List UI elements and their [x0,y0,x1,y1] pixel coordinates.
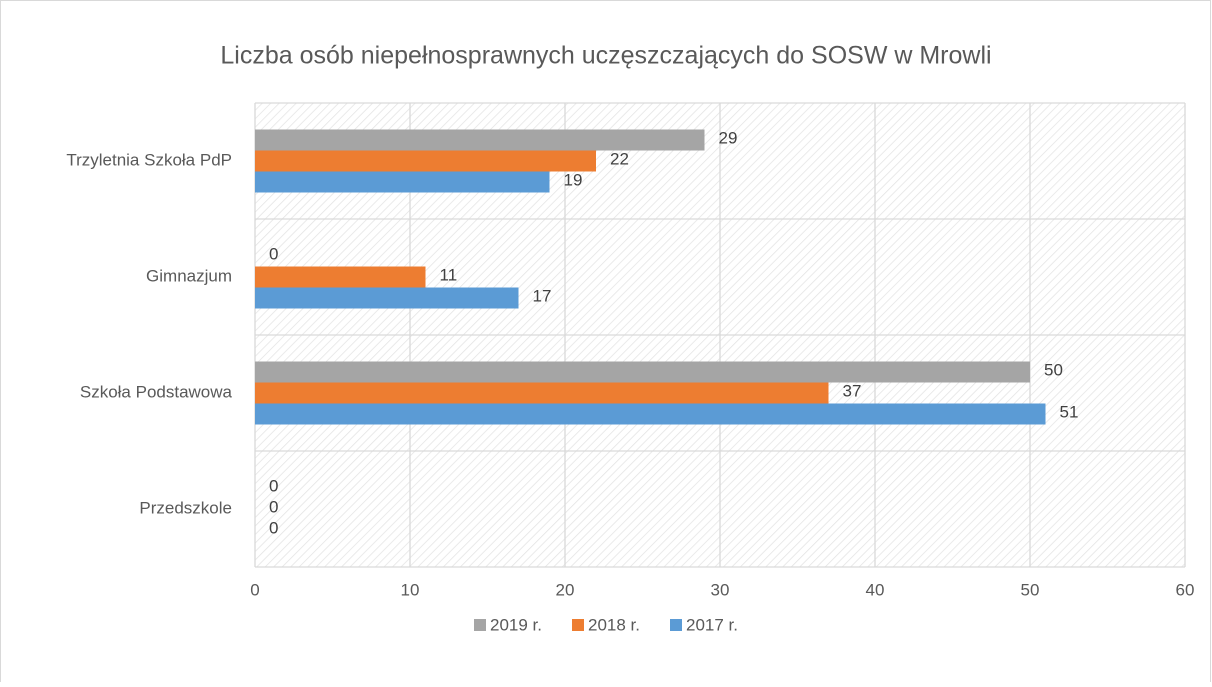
bar [255,129,705,151]
data-label: 11 [440,265,458,284]
data-label: 19 [564,170,583,189]
data-label: 37 [843,381,862,400]
legend-label: 2017 r. [686,615,738,634]
data-label: 0 [269,244,278,263]
y-tick-label: Szkoła Podstawowa [80,382,233,401]
data-label: 0 [269,518,278,537]
data-label: 22 [610,149,629,168]
bar [255,150,596,172]
legend-label: 2019 r. [490,615,542,634]
legend-label: 2018 r. [588,615,640,634]
bar [255,287,519,309]
bar [255,382,829,404]
legend-swatch [572,619,584,631]
x-tick-label: 10 [401,580,420,599]
chart-title: Liczba osób niepełnosprawnych uczęszczaj… [220,42,991,70]
bar [255,403,1046,425]
data-label: 50 [1044,360,1063,379]
x-tick-label: 20 [556,580,575,599]
data-label: 17 [533,286,552,305]
x-tick-label: 0 [250,580,259,599]
x-tick-label: 40 [866,580,885,599]
data-label: 0 [269,476,278,495]
bar [255,171,550,193]
bar [255,266,426,288]
data-label: 0 [269,497,278,516]
legend-swatch [670,619,682,631]
legend-swatch [474,619,486,631]
x-tick-label: 50 [1021,580,1040,599]
bar [255,361,1030,383]
x-tick-label: 60 [1176,580,1195,599]
y-tick-label: Przedszkole [139,498,232,517]
data-label: 51 [1060,402,1079,421]
y-tick-label: Gimnazjum [146,266,232,285]
data-label: 29 [719,128,738,147]
y-tick-label: Trzyletnia Szkoła PdP [66,150,232,169]
x-tick-label: 30 [711,580,730,599]
